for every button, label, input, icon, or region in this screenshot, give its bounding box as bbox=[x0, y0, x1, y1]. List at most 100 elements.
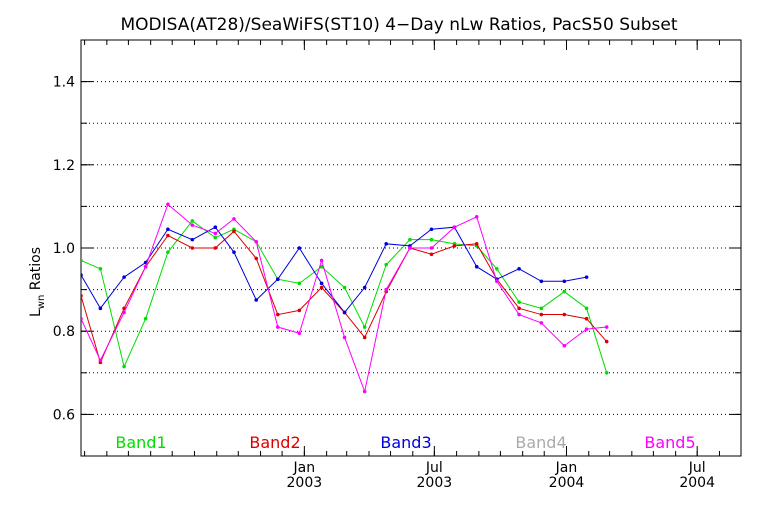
legend-item-band2: Band2 bbox=[249, 433, 300, 452]
data-point-band3 bbox=[232, 250, 236, 254]
data-point-band1 bbox=[98, 267, 103, 271]
data-point-band3 bbox=[190, 237, 195, 242]
x-tick-label-year: 2004 bbox=[549, 475, 585, 491]
data-point-band2 bbox=[362, 335, 367, 340]
data-point-band5 bbox=[495, 279, 499, 284]
legend-item-band5: Band5 bbox=[644, 433, 695, 452]
legend-item-band1: Band1 bbox=[115, 433, 166, 452]
data-point-band3 bbox=[166, 227, 170, 232]
data-point-band2 bbox=[562, 312, 567, 317]
data-point-band3 bbox=[474, 264, 479, 269]
x-tick-label-month: Jan bbox=[555, 460, 578, 476]
data-point-band3 bbox=[539, 279, 544, 284]
y-tick-label: 0.6 bbox=[53, 407, 75, 423]
x-tick-label-year: 2003 bbox=[287, 475, 323, 491]
data-point-band3 bbox=[429, 227, 434, 232]
data-point-band5 bbox=[232, 217, 236, 221]
data-point-band1 bbox=[495, 267, 499, 271]
data-point-band2 bbox=[190, 246, 195, 250]
data-point-band5 bbox=[81, 316, 83, 321]
chart-title: MODISA(AT28)/SeaWiFS(ST10) 4−Day nLw Rat… bbox=[120, 15, 677, 35]
data-point-band1 bbox=[342, 285, 347, 290]
data-point-band5 bbox=[429, 246, 434, 250]
data-point-band2 bbox=[452, 244, 457, 248]
data-point-band2 bbox=[429, 252, 434, 257]
data-point-band3 bbox=[254, 298, 259, 302]
x-tick-label-month: Jul bbox=[425, 460, 443, 476]
data-point-band5 bbox=[122, 310, 126, 315]
y-axis-label-subscript: wn bbox=[36, 295, 47, 310]
legend: Band1 Band2 Band3 Band4 Band5 bbox=[115, 433, 695, 452]
data-point-band5 bbox=[584, 327, 589, 331]
data-point-band5 bbox=[98, 358, 103, 363]
data-point-band5 bbox=[213, 231, 218, 236]
x-tick-label-year: 2003 bbox=[417, 475, 453, 491]
data-point-band1 bbox=[539, 306, 544, 311]
data-point-band5 bbox=[362, 389, 367, 394]
data-point-band5 bbox=[342, 335, 347, 340]
y-axis-label-rest: Ratios bbox=[28, 247, 44, 295]
y-tick-label: 1.4 bbox=[53, 75, 75, 91]
series-band2 bbox=[81, 229, 609, 365]
data-point-band3 bbox=[384, 242, 389, 246]
data-point-band5 bbox=[539, 321, 544, 325]
data-point-band5 bbox=[297, 331, 302, 336]
data-point-band1 bbox=[362, 325, 367, 329]
data-point-band1 bbox=[384, 262, 389, 267]
data-point-band5 bbox=[190, 223, 195, 227]
data-point-band1 bbox=[429, 237, 434, 242]
data-point-band5 bbox=[517, 312, 521, 317]
data-point-band5 bbox=[275, 325, 280, 329]
data-point-band2 bbox=[539, 312, 544, 317]
series-line-band2 bbox=[81, 230, 608, 364]
data-point-band2 bbox=[517, 306, 521, 311]
data-point-band1 bbox=[408, 237, 412, 242]
data-point-band2 bbox=[213, 246, 218, 250]
data-point-band1 bbox=[604, 371, 609, 375]
data-point-band1 bbox=[143, 316, 148, 321]
data-point-band2 bbox=[297, 308, 302, 313]
data-point-band3 bbox=[275, 277, 280, 282]
data-point-band5 bbox=[166, 202, 170, 207]
legend-item-band3: Band3 bbox=[380, 433, 431, 452]
data-point-band1 bbox=[122, 364, 126, 369]
data-point-band1 bbox=[584, 306, 589, 311]
data-point-band2 bbox=[254, 256, 259, 261]
axes: 0.60.81.01.21.4Jan2003Jul2003Jan2004Jul2… bbox=[53, 40, 741, 491]
series-lines bbox=[81, 202, 609, 394]
y-tick-label: 1.2 bbox=[53, 158, 75, 174]
data-point-band2 bbox=[166, 233, 170, 238]
data-point-band3 bbox=[213, 225, 218, 229]
series-band5 bbox=[81, 202, 609, 394]
data-point-band2 bbox=[604, 339, 609, 344]
series-band1 bbox=[81, 219, 609, 375]
data-point-band3 bbox=[362, 285, 367, 290]
data-point-band5 bbox=[408, 246, 412, 250]
data-point-band5 bbox=[143, 264, 148, 269]
data-point-band5 bbox=[254, 239, 259, 244]
data-point-band1 bbox=[319, 264, 324, 269]
y-tick-label: 1.0 bbox=[53, 241, 75, 257]
data-point-band2 bbox=[474, 242, 479, 246]
data-point-band2 bbox=[275, 312, 280, 317]
legend-item-band4: Band4 bbox=[515, 433, 566, 452]
data-point-band3 bbox=[81, 273, 83, 277]
data-point-band1 bbox=[166, 250, 170, 254]
data-point-band3 bbox=[517, 267, 521, 271]
data-point-band1 bbox=[213, 235, 218, 240]
data-point-band3 bbox=[98, 306, 103, 311]
data-point-band5 bbox=[474, 215, 479, 219]
data-point-band1 bbox=[190, 219, 195, 223]
data-point-band5 bbox=[452, 225, 457, 229]
data-point-band5 bbox=[562, 343, 567, 348]
data-point-band3 bbox=[562, 279, 567, 284]
data-point-band2 bbox=[584, 316, 589, 321]
x-tick-label-month: Jul bbox=[688, 460, 706, 476]
data-point-band1 bbox=[297, 281, 302, 286]
data-point-band3 bbox=[297, 246, 302, 250]
data-point-band1 bbox=[81, 258, 83, 263]
data-point-band3 bbox=[122, 275, 126, 279]
x-tick-label-month: Jan bbox=[293, 460, 316, 476]
y-axis-label-main: L bbox=[28, 309, 44, 317]
data-point-band3 bbox=[319, 281, 324, 286]
